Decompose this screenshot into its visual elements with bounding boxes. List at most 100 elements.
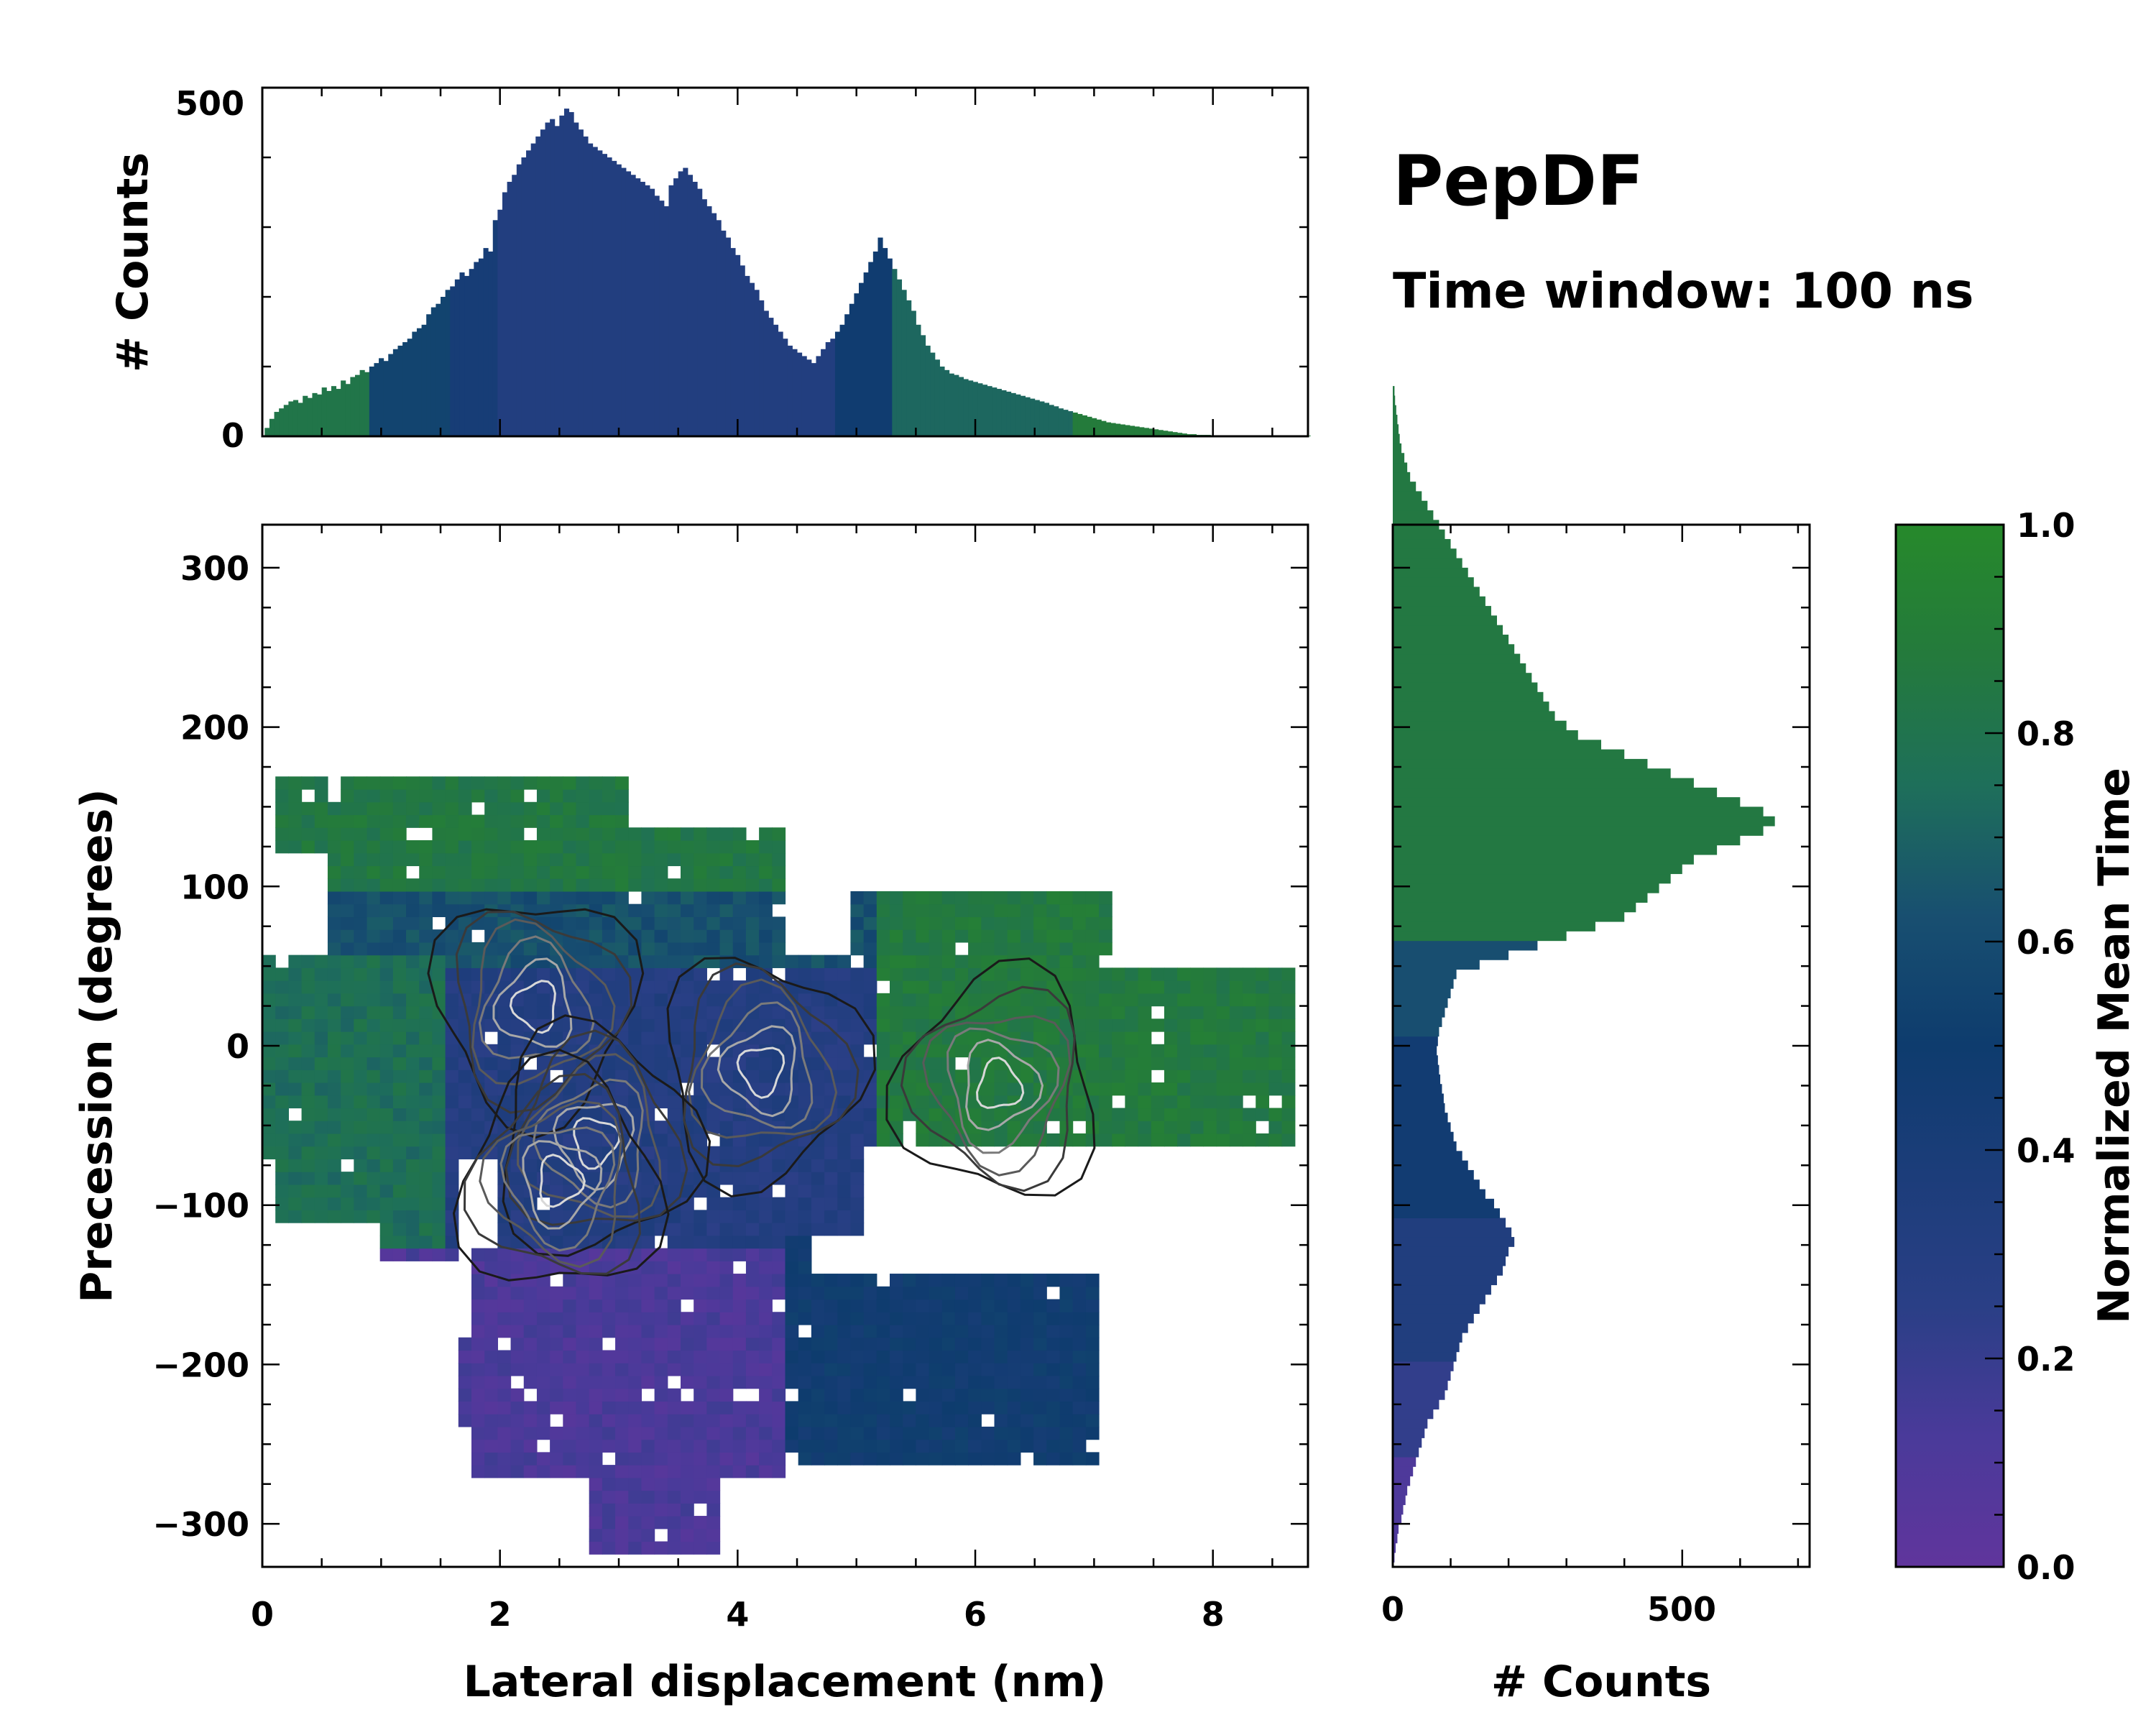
heatmap-cell	[798, 1299, 812, 1312]
heatmap-cell	[497, 1465, 512, 1478]
heatmap-cell	[837, 1172, 852, 1185]
heatmap-cell	[1216, 1095, 1230, 1109]
heatmap-cell	[876, 916, 890, 930]
heatmap-cell	[798, 1197, 812, 1210]
heatmap-cell	[523, 1197, 538, 1210]
heatmap-cell	[314, 814, 328, 828]
heatmap-cell	[863, 891, 877, 905]
heatmap-cell	[1072, 1439, 1087, 1453]
heatmap-cell	[550, 789, 563, 803]
heatmap-cell	[968, 891, 982, 905]
heatmap-cell	[654, 1006, 668, 1019]
heatmap-cell	[1046, 1426, 1061, 1440]
heatmap-cell	[706, 1490, 721, 1504]
heatmap-cell	[863, 1031, 877, 1045]
heatmap-cell	[876, 1057, 890, 1070]
heatmap-cell	[954, 1401, 969, 1414]
heatmap-cell	[1059, 1363, 1074, 1376]
heatmap-cell	[341, 1070, 354, 1083]
heatmap-cell	[1046, 1401, 1061, 1414]
heatmap-cell	[732, 1006, 747, 1019]
right-bar	[1393, 1122, 1451, 1133]
heatmap-cell	[968, 929, 982, 943]
heatmap-cell	[576, 1018, 590, 1032]
top-bar	[740, 265, 745, 436]
joint-ytick-label: −100	[152, 1187, 249, 1225]
heatmap-cell	[497, 878, 512, 892]
heatmap-cell	[497, 1426, 512, 1440]
heatmap-cell	[497, 929, 512, 943]
heatmap-cell	[497, 865, 512, 879]
heatmap-cell	[681, 1223, 694, 1236]
heatmap-cell	[379, 1044, 394, 1058]
heatmap-cell	[863, 967, 877, 981]
heatmap-cell	[354, 903, 368, 918]
heatmap-cell	[863, 980, 877, 994]
heatmap-cell	[667, 840, 681, 854]
heatmap-cell	[1243, 1031, 1256, 1045]
heatmap-cell	[536, 1172, 550, 1185]
heatmap-cell	[1046, 916, 1061, 930]
heatmap-cell	[419, 980, 433, 994]
heatmap-cell	[641, 840, 655, 854]
heatmap-cell	[954, 1388, 969, 1402]
heatmap-cell	[694, 1426, 707, 1440]
heatmap-cell	[954, 1006, 969, 1019]
heatmap-cell	[563, 852, 577, 867]
heatmap-cell	[1203, 980, 1217, 994]
heatmap-cell	[811, 1006, 825, 1019]
heatmap-cell	[275, 776, 289, 790]
heatmap-cell	[406, 1108, 420, 1121]
heatmap-cell	[1020, 1401, 1034, 1414]
top-bar	[583, 136, 589, 436]
heatmap-cell	[681, 1184, 694, 1198]
heatmap-cell	[1085, 903, 1100, 918]
heatmap-cell	[1281, 993, 1296, 1007]
heatmap-cell	[863, 1108, 877, 1121]
heatmap-cell	[745, 1363, 760, 1376]
heatmap-cell	[850, 1031, 865, 1045]
heatmap-cell	[916, 942, 930, 956]
heatmap-cell	[798, 1044, 812, 1058]
heatmap-cell	[772, 1324, 786, 1338]
heatmap-cell	[681, 1490, 694, 1504]
heatmap-cell	[563, 1274, 577, 1287]
heatmap-cell	[1020, 1388, 1034, 1402]
heatmap-cell	[419, 776, 433, 790]
heatmap-cell	[681, 1401, 694, 1414]
heatmap-cell	[732, 1452, 747, 1466]
heatmap-cell	[341, 1121, 354, 1134]
heatmap-cell	[759, 1018, 773, 1032]
top-bar	[392, 349, 398, 436]
heatmap-cell	[536, 827, 550, 841]
heatmap-cell	[929, 1057, 943, 1070]
heatmap-cell	[576, 878, 590, 892]
right-bar	[1393, 1466, 1414, 1477]
heatmap-cell	[550, 980, 563, 994]
heatmap-cell	[1046, 929, 1061, 943]
heatmap-cell	[1085, 1350, 1100, 1363]
heatmap-cell	[510, 929, 525, 943]
heatmap-cell	[929, 1006, 943, 1019]
heatmap-cell	[994, 1108, 1008, 1121]
heatmap-cell	[1281, 1095, 1296, 1109]
heatmap-cell	[1216, 967, 1230, 981]
heatmap-cell	[458, 878, 472, 892]
heatmap-cell	[654, 1503, 668, 1517]
heatmap-cell	[563, 1184, 577, 1198]
heatmap-cell	[1059, 1414, 1074, 1427]
heatmap-cell	[706, 1414, 721, 1427]
heatmap-cell	[406, 954, 420, 968]
heatmap-cell	[419, 1031, 433, 1045]
heatmap-cell	[890, 1044, 903, 1058]
top-bar	[369, 367, 374, 436]
top-bar	[559, 115, 565, 437]
heatmap-cell	[275, 1006, 289, 1019]
heatmap-cell	[602, 1490, 616, 1504]
heatmap-cell	[772, 1235, 786, 1249]
heatmap-cell	[929, 967, 943, 981]
heatmap-cell	[550, 903, 563, 918]
top-bar	[954, 374, 959, 436]
top-bar	[963, 379, 969, 436]
colorbar-tick-label: 0.8	[2017, 714, 2076, 753]
